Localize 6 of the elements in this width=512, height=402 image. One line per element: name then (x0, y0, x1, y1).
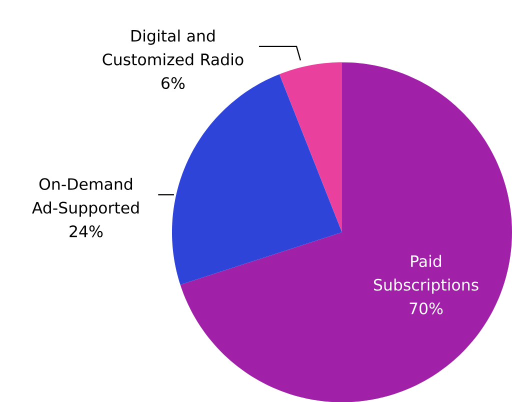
data-label: 70% (410, 302, 443, 314)
slice-label: Digital and Customized Radio (102, 29, 244, 66)
data-label: 24% (70, 225, 103, 238)
slice-label: On-Demand Ad-Supported (32, 178, 139, 217)
slice-label: Paid Subscriptions (374, 254, 478, 294)
data-label: 6% (162, 76, 185, 89)
